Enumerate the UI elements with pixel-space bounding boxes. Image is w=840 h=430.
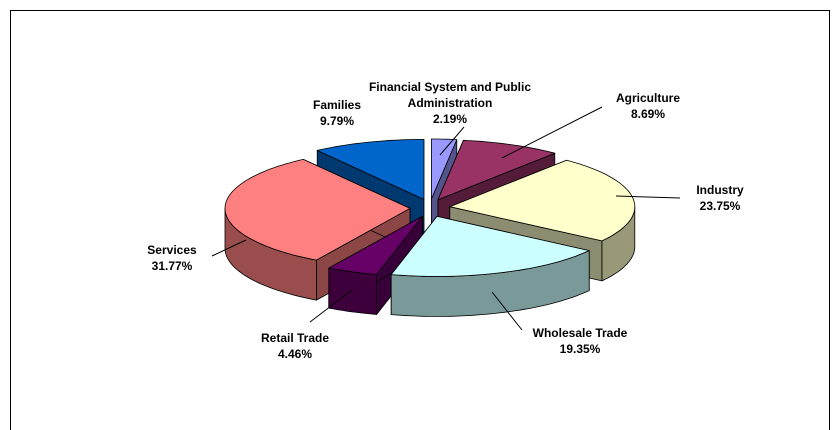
value-label: 23.75% bbox=[699, 199, 741, 213]
slice bbox=[431, 138, 458, 200]
slice-label: Wholesale Trade 19.35% bbox=[533, 325, 628, 357]
slice bbox=[224, 159, 411, 261]
category-label: Wholesale Trade bbox=[532, 326, 628, 340]
slice-wall bbox=[328, 267, 377, 315]
slice bbox=[316, 139, 425, 200]
value-label: 8.69% bbox=[630, 107, 666, 121]
leader-lines bbox=[211, 106, 681, 331]
leader-line bbox=[615, 195, 681, 199]
slice bbox=[449, 159, 636, 242]
leader-line bbox=[309, 289, 353, 323]
category-label: Financial System and Public Administrati… bbox=[368, 80, 532, 110]
slice-label: Industry 23.75% bbox=[696, 182, 743, 214]
value-label: 2.19% bbox=[432, 112, 468, 126]
category-label: Services bbox=[147, 243, 197, 257]
slice-label: Services 31.77% bbox=[147, 242, 196, 274]
leader-line bbox=[491, 291, 523, 331]
category-label: Agriculture bbox=[615, 91, 681, 105]
slice bbox=[437, 139, 556, 201]
value-label: 31.77% bbox=[151, 259, 193, 273]
leader-line bbox=[501, 106, 603, 159]
pie bbox=[224, 138, 636, 317]
slice bbox=[390, 216, 590, 277]
leader-line bbox=[211, 239, 247, 257]
value-label: 9.79% bbox=[319, 114, 355, 128]
slice-label: Families 9.79% bbox=[313, 97, 361, 129]
slice-label: Retail Trade 4.46% bbox=[261, 330, 329, 362]
slice-label: Financial System and Public Administrati… bbox=[365, 79, 535, 127]
value-label: 19.35% bbox=[559, 342, 601, 356]
category-label: Retail Trade bbox=[260, 331, 330, 345]
slice bbox=[328, 215, 423, 275]
category-label: Families bbox=[312, 98, 362, 112]
category-label: Industry bbox=[696, 183, 744, 197]
leader-line bbox=[439, 126, 465, 156]
slice-label: Agriculture 8.69% bbox=[616, 90, 680, 122]
value-label: 4.46% bbox=[277, 347, 313, 361]
